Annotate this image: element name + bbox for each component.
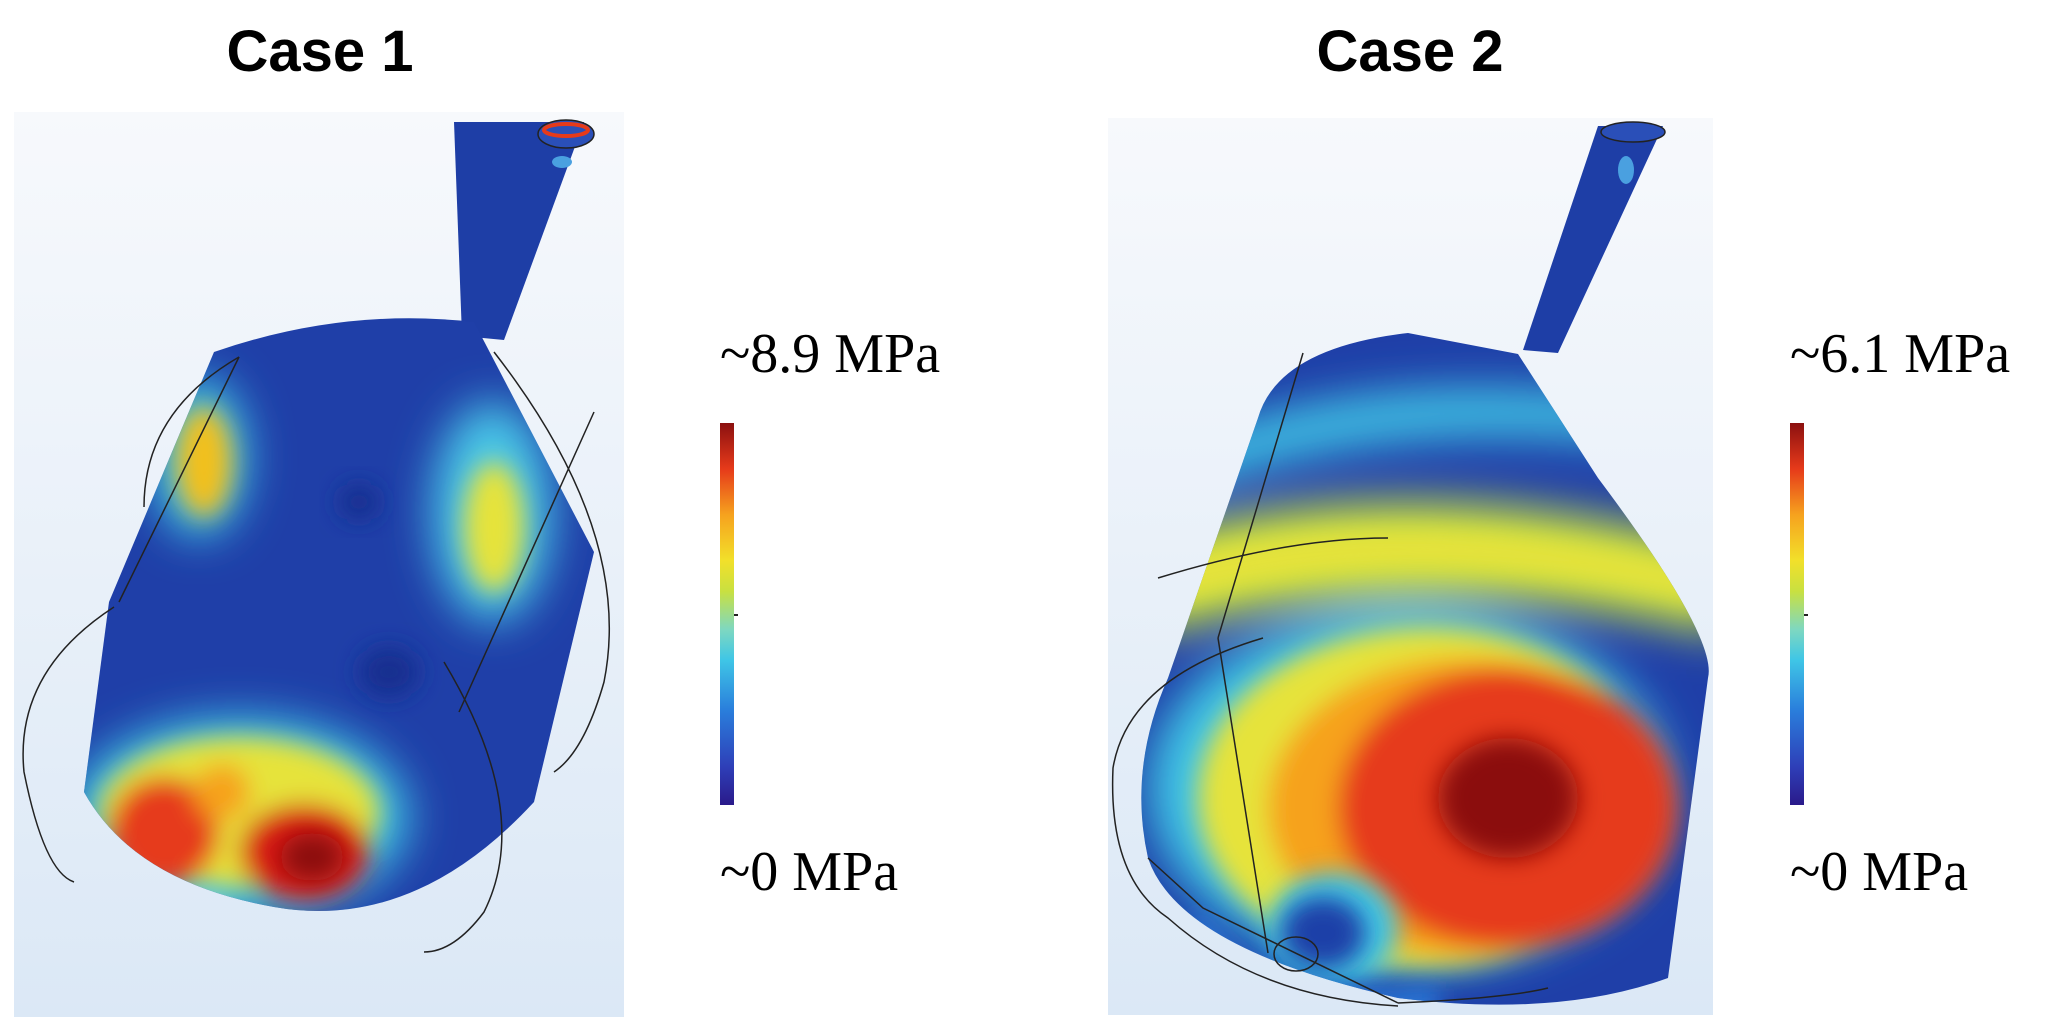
- case-2-title: Case 2: [1316, 19, 1504, 84]
- case-2-colorbar-min-label: ~0 MPa: [1790, 841, 1969, 903]
- neck-tube: [1523, 121, 1666, 353]
- mesh-outline: [1111, 352, 1549, 1007]
- case-2-colorbar: [1790, 423, 1808, 805]
- case-1-colorbar: [720, 423, 738, 805]
- case-1-title: Case 1: [226, 19, 414, 84]
- mesh-outline: [22, 351, 610, 953]
- case-2-colorbar-max-label: ~6.1 MPa: [1790, 323, 2011, 385]
- case-2-stress-plot: [1108, 118, 1713, 1015]
- case-1-colorbar-min-label: ~0 MPa: [720, 841, 899, 903]
- neck-tube: [454, 119, 595, 340]
- case-1-stress-plot: [14, 112, 624, 1017]
- tank-body: [1141, 333, 1709, 1005]
- case-1-colorbar-max-label: ~8.9 MPa: [720, 323, 941, 385]
